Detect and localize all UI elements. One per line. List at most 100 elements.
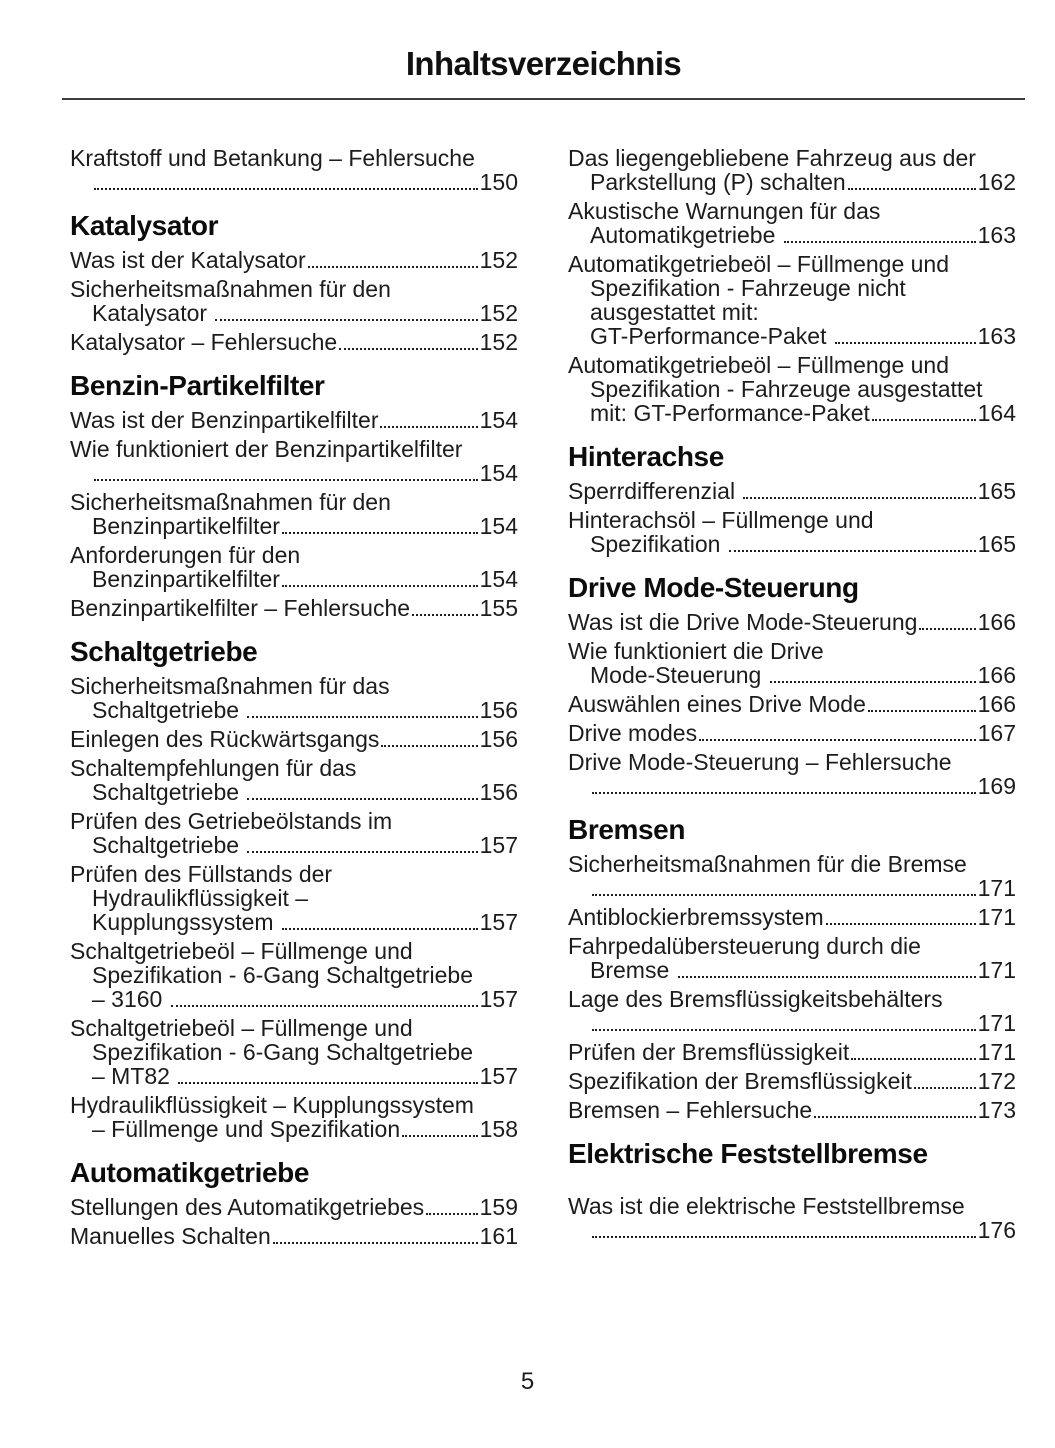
dot-leader: [699, 721, 976, 741]
dot-leader: [814, 1098, 976, 1118]
dot-leader: [281, 567, 478, 587]
entry-text-line: Automatikgetriebeöl – Füllmenge und: [568, 353, 1016, 377]
entry-page-number: 156: [479, 726, 518, 752]
entry-text: Prüfen der Bremsflüssigkeit: [568, 1039, 850, 1065]
entry-text: Was ist der Katalysator: [70, 247, 306, 273]
entry-text: Kraftstoff und Betankung – Fehlersuche: [70, 145, 475, 171]
toc-section: Katalysator Was ist der Katalysator 152 Sic…: [70, 210, 518, 355]
entry-page-number: 157: [479, 832, 518, 858]
dot-leader: [281, 910, 478, 930]
entry-page-number: 163: [977, 222, 1016, 248]
entry-text-line: Sicherheitsmaßnahmen für das: [70, 674, 518, 698]
entry-text: – 3160: [92, 986, 169, 1012]
entry-page-number: 166: [977, 691, 1016, 717]
section-heading: Katalysator: [70, 210, 219, 241]
entry-text-line: Sicherheitsmaßnahmen für den: [70, 490, 518, 514]
toc-entry: Sicherheitsmaßnahmen für den Benzinpartik…: [70, 490, 518, 538]
toc-entry: Bremsen – Fehlersuche 173: [568, 1098, 1016, 1122]
entry-text-line: Spezifikation - 6-Gang Schaltgetriebe: [70, 963, 518, 987]
dot-leader: [247, 698, 478, 718]
toc-entry: Sicherheitsmaßnahmen für das Schaltgetrie…: [70, 674, 518, 722]
entry-leader-line: Benzinpartikelfilter – Fehlersuche 155: [70, 596, 518, 620]
entry-text: Hydraulikflüssigkeit –: [92, 885, 309, 911]
toc-entry: Fahrpedalübersteuerung durch die Bremse 1…: [568, 934, 1016, 982]
entry-text-line: Spezifikation - Fahrzeuge ausgestattet: [568, 377, 1016, 401]
entry-text: Schaltgetriebeöl – Füllmenge und: [70, 938, 413, 964]
entry-text-line: Wie funktioniert der Benzinpartikelfilte…: [70, 437, 518, 461]
toc-entry: Drive modes 167: [568, 721, 1016, 745]
entry-leader-line: Was ist die Drive Mode-Steuerung 166: [568, 610, 1016, 634]
entry-text-line: Schaltgetriebeöl – Füllmenge und: [70, 939, 518, 963]
entry-page-number: 157: [479, 1063, 518, 1089]
dot-leader: [94, 461, 478, 481]
entry-text-line: ausgestattet mit:: [568, 300, 1016, 324]
entry-page-number: 152: [479, 329, 518, 355]
entry-page-number: 154: [479, 407, 518, 433]
dot-leader: [339, 330, 478, 350]
entry-leader-line: Einlegen des Rückwärtsgangs 156: [70, 727, 518, 751]
entry-leader-line: Sperrdifferenzial 165: [568, 479, 1016, 503]
entry-text-line: Hinterachsöl – Füllmenge und: [568, 508, 1016, 532]
entry-leader-line: Bremsen – Fehlersuche 173: [568, 1098, 1016, 1122]
page-title: Inhaltsverzeichnis: [405, 45, 682, 82]
entry-text-line: Lage des Bremsflüssigkeitsbehälters: [568, 987, 1016, 1011]
entry-page-number: 155: [479, 595, 518, 621]
entry-page-number: 165: [977, 478, 1016, 504]
entry-text: Katalysator – Fehlersuche: [70, 329, 338, 355]
toc-entry: Schaltgetriebeöl – Füllmenge und Spezifik…: [70, 939, 518, 1011]
entry-text: Stellungen des Automatikgetriebes: [70, 1194, 425, 1220]
entry-text-line: Prüfen des Füllstands der: [70, 862, 518, 886]
entry-text: Spezifikation - Fahrzeuge ausgestattet: [590, 376, 983, 402]
entry-text: Schaltgetriebe: [92, 832, 246, 858]
dot-leader: [783, 223, 976, 243]
entry-text-line: Wie funktioniert die Drive: [568, 639, 1016, 663]
toc-section: Schaltgetriebe Sicherheitsmaßnahmen für d…: [70, 638, 518, 1142]
toc-entry: Katalysator – Fehlersuche 152: [70, 330, 518, 354]
entry-page-number: 176: [977, 1217, 1016, 1243]
entry-leader-line: 171: [568, 876, 1016, 900]
entry-leader-line: 171: [568, 1011, 1016, 1035]
entry-page-number: 156: [479, 779, 518, 805]
entry-text: Katalysator: [92, 300, 214, 326]
toc-entry: Automatikgetriebeöl – Füllmenge und Spezi…: [568, 353, 1016, 425]
dot-leader: [871, 401, 976, 421]
toc-entry: Schaltgetriebeöl – Füllmenge und Spezifik…: [70, 1016, 518, 1088]
toc-column-right: Das liegengebliebene Fahrzeug aus der Par…: [568, 146, 1016, 1253]
entry-text-line: Hydraulikflüssigkeit – Kupplungssystem: [70, 1093, 518, 1117]
dot-leader: [743, 479, 976, 499]
toc-entry: Prüfen des Getriebeölstands im Schaltgetr…: [70, 809, 518, 857]
entry-leader-line: Spezifikation 165: [568, 532, 1016, 556]
section-heading: Benzin-Partikelfilter: [70, 370, 325, 401]
entry-text: Automatikgetriebeöl – Füllmenge und: [568, 352, 950, 378]
section-heading: Elektrische Feststellbremse: [568, 1138, 928, 1169]
dot-leader: [825, 905, 976, 925]
toc-entry: Kraftstoff und Betankung – Fehlersuche 15…: [70, 146, 518, 194]
dot-leader: [380, 408, 478, 428]
entry-leader-line: GT-Performance-Paket 163: [568, 324, 1016, 348]
dot-leader: [851, 1040, 976, 1060]
entry-leader-line: Prüfen der Bremsflüssigkeit 171: [568, 1040, 1016, 1064]
entry-page-number: 154: [479, 460, 518, 486]
toc-entry: Was ist die Drive Mode-Steuerung 166: [568, 610, 1016, 634]
entry-text: GT-Performance-Paket: [590, 323, 833, 349]
entry-page-number: 154: [479, 513, 518, 539]
dot-leader: [728, 532, 976, 552]
toc-entry: Das liegengebliebene Fahrzeug aus der Par…: [568, 146, 1016, 194]
entry-text-line: Schaltgetriebeöl – Füllmenge und: [70, 1016, 518, 1040]
entry-text: Drive Mode-Steuerung – Fehlersuche: [568, 749, 952, 775]
entry-text-line: Anforderungen für den: [70, 543, 518, 567]
entry-page-number: 152: [479, 247, 518, 273]
entry-leader-line: 154: [70, 461, 518, 485]
entry-text: Schaltgetriebeöl – Füllmenge und: [70, 1015, 413, 1041]
toc-entry: Spezifikation der Bremsflüssigkeit 172: [568, 1069, 1016, 1093]
entry-text: Spezifikation - 6-Gang Schaltgetriebe: [92, 1039, 473, 1065]
entry-text: Spezifikation: [590, 531, 727, 557]
dot-leader: [913, 1069, 976, 1089]
entry-text: Automatikgetriebeöl – Füllmenge und: [568, 251, 950, 277]
entry-leader-line: – Füllmenge und Spezifikation 158: [70, 1117, 518, 1141]
entry-text-line: Schaltempfehlungen für das: [70, 756, 518, 780]
entry-page-number: 171: [977, 904, 1016, 930]
toc-entry: Lage des Bremsflüssigkeitsbehälters 171: [568, 987, 1016, 1035]
entry-leader-line: Benzinpartikelfilter 154: [70, 567, 518, 591]
